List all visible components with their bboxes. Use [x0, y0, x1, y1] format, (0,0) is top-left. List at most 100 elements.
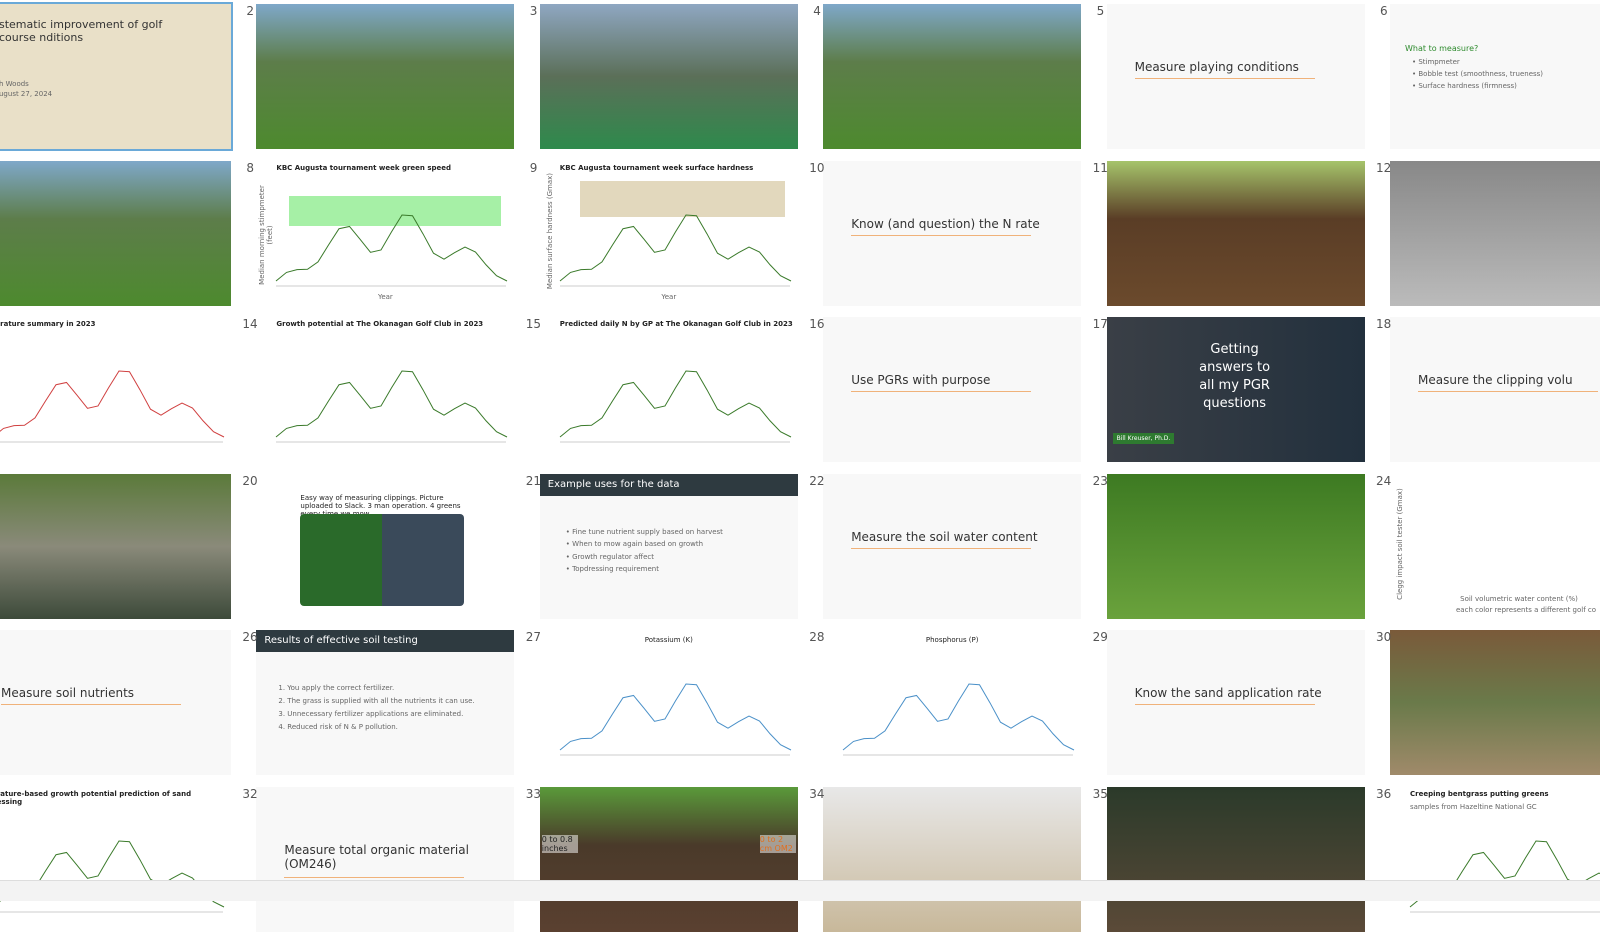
- slide-thumbnail[interactable]: KBC Augusta tournament week surface hard…: [539, 160, 798, 306]
- slide-thumbnail[interactable]: Potassium (K): [539, 630, 798, 776]
- slide-number: 23: [1092, 473, 1108, 488]
- slide-thumbnail[interactable]: What to measure? • Stimpmeter • Bobble tes…: [1390, 4, 1600, 149]
- chart-decoration: [559, 180, 792, 287]
- slide-thumbnail[interactable]: Clegg impact soil tester (Gmax) Soil volu…: [1390, 473, 1600, 619]
- slide-number: 3: [529, 4, 538, 18]
- chart-decoration: [559, 683, 792, 756]
- slide-thumbnail[interactable]: Example uses for the data • Fine tune nut…: [539, 473, 798, 619]
- slide-thumbnail[interactable]: Measure playing conditions: [1106, 4, 1365, 149]
- chart-title: temperature summary in 2023: [0, 320, 96, 329]
- chart-note: samples from Hazeltine National GC: [1410, 803, 1537, 811]
- x-axis-label: Year: [661, 292, 677, 301]
- title-underline: [1, 704, 181, 706]
- slide-number: 29: [1092, 630, 1108, 645]
- slide-title: Measure the soil water content: [851, 529, 1038, 544]
- slide-thumbnail[interactable]: [256, 4, 515, 149]
- chart-title: Growth potential at The Okanagan Golf Cl…: [276, 320, 484, 329]
- slide-number: 10: [809, 160, 825, 175]
- slide-title: Use PGRs with purpose: [851, 373, 991, 388]
- slide-thumbnail[interactable]: [1390, 630, 1600, 776]
- slide-thumbnail[interactable]: Use PGRs with purpose: [823, 317, 1082, 463]
- subtitle-line: h Woods: [0, 80, 29, 88]
- subtitle-line: ugust 27, 2024: [0, 90, 53, 98]
- slide-thumbnail[interactable]: [539, 4, 798, 149]
- slide-number: 26: [242, 630, 258, 645]
- slide-thumbnail[interactable]: Getting answers to all my PGR questions B…: [1106, 317, 1365, 463]
- slide-thumbnail[interactable]: Measure soil nutrients: [0, 630, 231, 776]
- slide-thumbnail[interactable]: Know the sand application rate: [1106, 630, 1365, 776]
- slide-thumbnail[interactable]: [1390, 160, 1600, 306]
- chart-title: Creeping bentgrass putting greens: [1410, 790, 1549, 798]
- slide-thumbnail[interactable]: [1106, 473, 1365, 619]
- slide-number: 24: [1376, 473, 1392, 488]
- chart-decoration: [842, 683, 1075, 756]
- overlay-label: 0 to 0.8 inches: [541, 835, 578, 853]
- slide-number: 8: [246, 160, 255, 175]
- chart-title: Potassium (K): [644, 636, 693, 645]
- slide-title: Measure total organic material (OM246): [284, 843, 469, 871]
- slide-thumbnail[interactable]: Creeping bentgrass putting greens samples…: [1390, 787, 1600, 932]
- bullet: • Fine tune nutrient supply based on har…: [565, 527, 723, 536]
- slide-number: 6: [1380, 4, 1388, 18]
- slide-thumbnail[interactable]: [1106, 787, 1365, 932]
- slide-number: 35: [1092, 787, 1108, 801]
- slide-number: 27: [525, 630, 542, 645]
- slide-number: 9: [529, 160, 538, 175]
- name-tag: Bill Kreuser, Ph.D.: [1112, 433, 1175, 445]
- slide-thumbnail[interactable]: Growth potential at The Okanagan Golf Cl…: [256, 317, 515, 463]
- slide-thumbnail[interactable]: KBC Augusta tournament week green speed M…: [256, 160, 515, 306]
- slide-thumbnail[interactable]: Measure the clipping volu: [1390, 317, 1600, 463]
- y-axis-label: Clegg impact soil tester (Gmax): [1396, 488, 1404, 600]
- slide-number: 15: [525, 317, 542, 332]
- chart-decoration: [276, 195, 508, 287]
- list-item: 2. The grass is supplied with all the nu…: [278, 697, 475, 706]
- chart-title: Predicted daily N by GP at The Okanagan …: [559, 320, 793, 329]
- bullet: • Surface hardness (firmness): [1412, 82, 1517, 90]
- chart-decoration: [559, 370, 792, 443]
- slide-number: 11: [1092, 160, 1108, 175]
- slide-thumbnail[interactable]: Know (and question) the N rate: [823, 160, 1082, 306]
- chart-decoration: [0, 840, 225, 913]
- slide-thumbnail[interactable]: Easy way of measuring clippings. Picture…: [256, 473, 515, 619]
- slide-thumbnail[interactable]: 0 to 0.8 inches 0 to 2 cm OM2: [539, 787, 798, 932]
- slide-title: Know (and question) the N rate: [851, 216, 1040, 231]
- slide-thumbnail[interactable]: [1106, 160, 1365, 306]
- slide-number: 21: [525, 473, 542, 488]
- slide-thumbnail[interactable]: Results of effective soil testing 1. You …: [256, 630, 515, 776]
- slide-thumbnail[interactable]: Measure total organic material (OM246): [256, 787, 515, 932]
- y-axis-label: Median surface hardness (Gmax): [545, 172, 554, 289]
- list-item: 3. Unnecessary fertilizer applications a…: [278, 710, 464, 719]
- slide-number: 34: [809, 787, 825, 801]
- slide-thumbnail[interactable]: Phosphorus (P): [823, 630, 1082, 776]
- slide-thumbnail[interactable]: stematic improvement of golf course ndit…: [0, 2, 233, 151]
- slide-number: 32: [242, 787, 258, 801]
- slide-thumbnail[interactable]: temperature summary in 2023: [0, 317, 231, 463]
- slide-number: 33: [525, 787, 542, 801]
- overlay-label: 0 to 2 cm OM2: [759, 835, 796, 853]
- slide-title: Measure soil nutrients: [1, 686, 135, 701]
- slide-thumbnail[interactable]: [823, 787, 1082, 932]
- scrollbar[interactable]: [0, 880, 1600, 901]
- slide-thumbnail[interactable]: Predicted daily N by GP at The Okanagan …: [539, 317, 798, 463]
- title-underline: [1134, 704, 1315, 706]
- bullet: • Stimpmeter: [1412, 58, 1460, 66]
- slide-number: 4: [813, 4, 821, 18]
- slide-thumbnail[interactable]: Measure the soil water content: [823, 473, 1082, 619]
- slide-thumbnail[interactable]: [0, 473, 231, 619]
- title-underline: [851, 391, 1032, 393]
- slide-thumbnail[interactable]: [0, 160, 231, 306]
- slide-thumbnail[interactable]: emperature-based growth potential predic…: [0, 787, 231, 932]
- video-caption: Getting answers to all my PGR questions: [1199, 342, 1271, 412]
- slide-title: Know the sand application rate: [1134, 686, 1322, 701]
- tweet-photo: [300, 513, 465, 606]
- bullet: • Bobble test (smoothness, trueness): [1412, 70, 1544, 78]
- slide-number: 20: [242, 473, 258, 488]
- title-underline: [1418, 391, 1598, 393]
- x-axis-label: Year: [377, 292, 393, 301]
- slide-number: 12: [1376, 160, 1392, 175]
- list-item: 4. Reduced risk of N & P pollution.: [278, 723, 398, 732]
- chart-title: KBC Augusta tournament week green speed: [276, 163, 452, 172]
- bullet: • When to mow again based on growth: [565, 540, 704, 549]
- slide-thumbnail[interactable]: [823, 4, 1082, 149]
